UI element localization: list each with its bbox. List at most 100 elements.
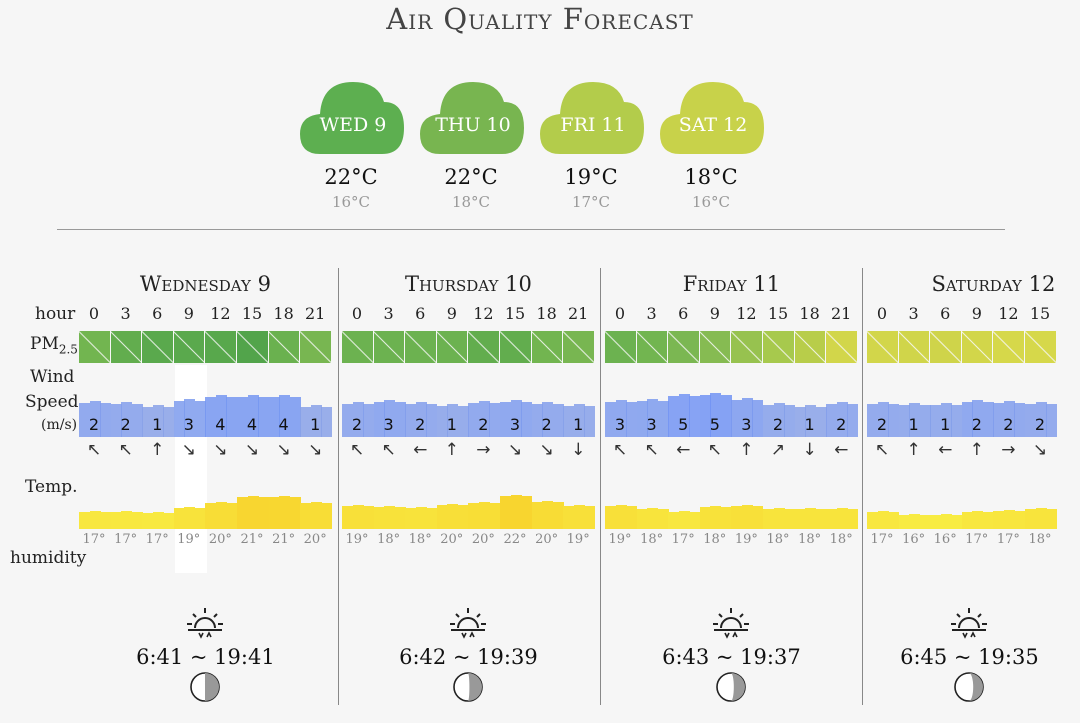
- wind-speed-bar: [405, 404, 417, 437]
- pm25-cell[interactable]: [79, 331, 111, 363]
- pm25-cell[interactable]: [500, 331, 532, 363]
- pm25-cell[interactable]: [531, 331, 564, 363]
- wind-speed-bar: [489, 402, 501, 437]
- temperature-bar: [919, 514, 931, 529]
- temperature-bar: [605, 505, 617, 529]
- pm25-cell[interactable]: [405, 331, 437, 363]
- wind-row-label: Wind: [30, 367, 75, 387]
- wind-speed-bar: [163, 407, 175, 437]
- wind-speed-value: 2: [971, 415, 982, 434]
- divider: [57, 229, 1005, 230]
- hour-label: 18: [799, 304, 820, 323]
- temperature-bar: [972, 510, 984, 529]
- wind-speed-bar: [741, 397, 753, 437]
- wind-speed-value: 3: [614, 415, 626, 434]
- pm25-cell[interactable]: [794, 331, 827, 363]
- wind-speed-bar: [521, 401, 533, 437]
- pm25-cell[interactable]: [205, 331, 237, 363]
- max-temperature: 22°C: [324, 165, 378, 189]
- temperature-label: 17°: [671, 532, 695, 547]
- wind-direction-arrow-icon: ←: [938, 440, 953, 460]
- pm25-cell[interactable]: [605, 331, 637, 363]
- pm25-cell[interactable]: [436, 331, 469, 363]
- temperature-bar: [951, 515, 963, 529]
- pm25-cell[interactable]: [636, 331, 669, 363]
- wind-speed-value: 4: [215, 415, 226, 434]
- moon-phase-icon: [189, 671, 221, 703]
- temperature-bar: [194, 507, 206, 529]
- day-label: SAT 12: [678, 114, 748, 136]
- temperature-label: 18°: [640, 532, 664, 547]
- pm25-cell[interactable]: [961, 331, 994, 363]
- wind-speed-bar: [888, 404, 900, 437]
- temperature-label: 21°: [272, 532, 296, 547]
- pm25-cell[interactable]: [826, 331, 858, 363]
- pm25-cell[interactable]: [468, 331, 500, 363]
- pm25-cell[interactable]: [237, 331, 269, 363]
- wind-speed-bar: [563, 406, 575, 437]
- wind-speed-bar: [1014, 402, 1026, 437]
- wind-speed-bar: [689, 395, 701, 437]
- wind-speed-bar: [898, 405, 910, 437]
- pm25-cell[interactable]: [898, 331, 931, 363]
- wind-speed-bar: [678, 393, 690, 437]
- wind-speed-bar: [478, 400, 490, 437]
- pm25-cell[interactable]: [1025, 331, 1057, 363]
- pm25-cell[interactable]: [373, 331, 406, 363]
- pm25-cell[interactable]: [668, 331, 700, 363]
- hour-label: 21: [305, 304, 326, 323]
- temperature-bar: [394, 507, 406, 529]
- temperature-label: 18°: [1028, 532, 1052, 547]
- pm25-cell[interactable]: [867, 331, 899, 363]
- wind-speed-value: 3: [646, 415, 657, 434]
- wind-speed-bar: [352, 402, 364, 437]
- wind-speed-bar: [877, 402, 889, 437]
- wind-speed-bar: [384, 399, 396, 437]
- pm25-cell[interactable]: [699, 331, 732, 363]
- pm25-cell[interactable]: [173, 331, 206, 363]
- wind-speed-bar: [836, 402, 848, 437]
- hour-label: 12: [736, 304, 757, 323]
- wind-direction-arrow-icon: ←: [834, 440, 849, 460]
- wind-speed-bar: [1025, 404, 1037, 437]
- pm25-cell[interactable]: [300, 331, 332, 363]
- sunrise-icon: [185, 606, 225, 640]
- wind-speed-bar: [436, 406, 448, 437]
- wind-speed-bar: [940, 403, 952, 437]
- wind-speed-bar: [993, 402, 1005, 437]
- pm25-cell[interactable]: [342, 331, 374, 363]
- wind-speed-bar: [237, 396, 249, 437]
- pm25-cell[interactable]: [763, 331, 795, 363]
- wind-speed-bar: [531, 404, 543, 437]
- temperature-bar: [720, 507, 732, 529]
- pm25-cell[interactable]: [993, 331, 1025, 363]
- temperature-bar: [310, 501, 322, 529]
- wind-speed-bar: [131, 404, 143, 437]
- wind-speed-bar: [605, 401, 617, 437]
- temperature-bar: [763, 508, 775, 529]
- wind-speed-bar: [731, 399, 743, 437]
- hour-label: 0: [614, 304, 626, 323]
- wind-speed-bar: [468, 402, 480, 437]
- pm25-cell[interactable]: [563, 331, 595, 363]
- hour-row-label: hour: [35, 304, 76, 324]
- pm25-cell[interactable]: [930, 331, 962, 363]
- temperature-bar: [363, 505, 375, 529]
- temperature-bar: [731, 505, 743, 529]
- wind-direction-arrow-icon: ↘: [276, 440, 291, 460]
- wind-speed-bar: [867, 404, 879, 437]
- pm25-cell[interactable]: [268, 331, 301, 363]
- pm25-cell[interactable]: [142, 331, 174, 363]
- pm25-cell[interactable]: [731, 331, 763, 363]
- wind-direction-arrow-icon: →: [1001, 440, 1016, 460]
- cloud-icon: THU 10: [418, 78, 528, 158]
- wind-speed-bar: [100, 402, 112, 437]
- wind-speed-bar: [919, 405, 931, 437]
- wind-speed-bar: [457, 406, 469, 437]
- pm25-cell[interactable]: [110, 331, 143, 363]
- wind-direction-arrow-icon: ↘: [1032, 440, 1048, 460]
- wind-speed-bar: [342, 404, 354, 437]
- hour-label: 9: [183, 304, 194, 323]
- wind-speed-bar: [258, 396, 270, 437]
- wind-speed-bar: [194, 401, 206, 437]
